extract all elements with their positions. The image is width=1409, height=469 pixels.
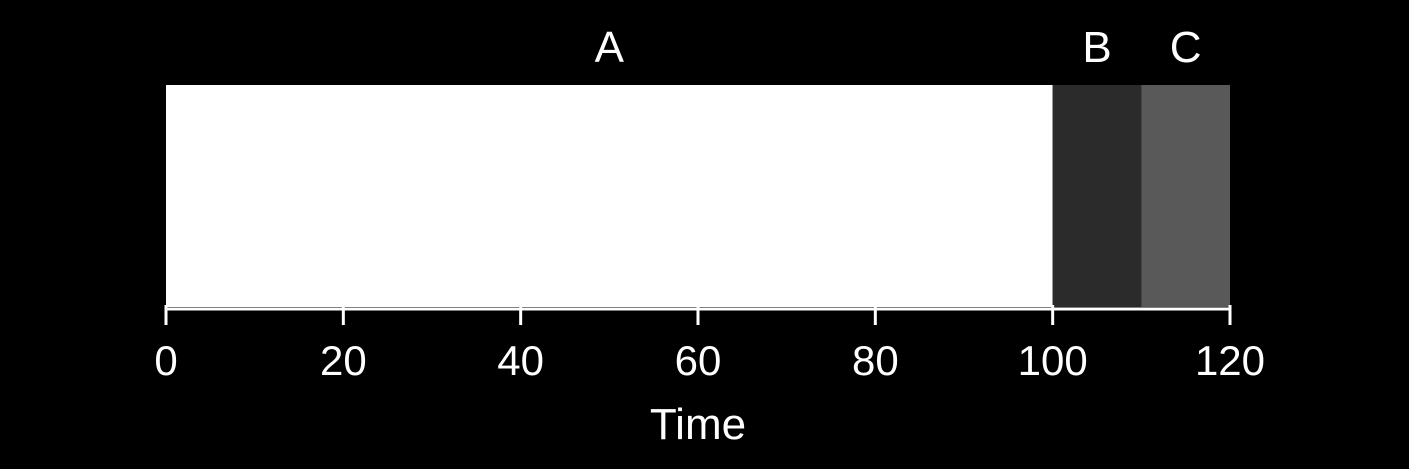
segment-c — [1141, 85, 1230, 307]
x-tick-label: 20 — [320, 337, 367, 384]
x-tick-label: 120 — [1195, 337, 1265, 384]
x-tick-label: 60 — [675, 337, 722, 384]
x-ticks-group: 0 20 40 60 80 100 120 — [154, 305, 1265, 384]
segment-label-c: C — [1170, 23, 1202, 72]
segment-b — [1052, 85, 1142, 307]
segment-a — [166, 85, 1053, 307]
x-tick-label: 40 — [497, 337, 544, 384]
x-tick-label: 80 — [852, 337, 899, 384]
x-tick-label: 100 — [1018, 337, 1088, 384]
segment-label-a: A — [595, 23, 625, 72]
x-axis-title: Time — [650, 400, 746, 449]
segments-group — [166, 85, 1230, 307]
x-tick-label: 0 — [154, 337, 177, 384]
segment-labels-group: A B C — [595, 23, 1202, 72]
segment-label-b: B — [1082, 23, 1111, 72]
